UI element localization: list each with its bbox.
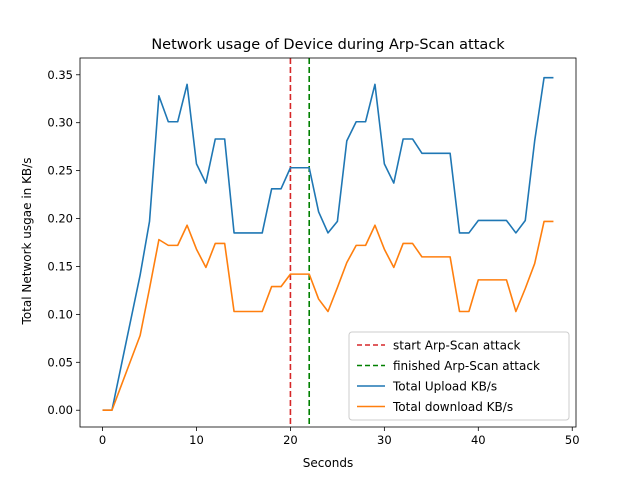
series-line-upload <box>102 76 554 412</box>
legend-label-finished: finished Arp-Scan attack <box>393 359 540 373</box>
x-tick-label-30: 30 <box>377 433 392 447</box>
y-tick-label-3: 0.15 <box>47 259 73 273</box>
y-tick-label-6: 0.30 <box>47 116 73 130</box>
legend-box <box>348 331 570 421</box>
y-tick-label-0: 0.00 <box>47 403 73 417</box>
x-tick-label-10: 10 <box>189 433 204 447</box>
x-tick-label-50: 50 <box>565 433 580 447</box>
axes-frame <box>79 57 577 428</box>
y-axis-label: Total Network usgae in KB/s <box>20 158 34 326</box>
legend-label-start: start Arp-Scan attack <box>393 339 521 353</box>
x-tick-label-20: 20 <box>283 433 298 447</box>
plot-area: 0 10 20 30 40 50 0.00 0.05 0.10 0.15 0.20 0.25 0.30 0… <box>47 57 580 447</box>
legend-label-upload: Total Upload KB/s <box>392 380 497 394</box>
x-tick-label-0: 0 <box>99 433 106 447</box>
y-tick-label-4: 0.20 <box>47 212 73 226</box>
x-axis-label: Seconds <box>303 456 353 470</box>
y-tick-label-5: 0.25 <box>47 164 73 178</box>
y-tick-label-2: 0.10 <box>47 307 73 321</box>
y-tick-label-1: 0.05 <box>47 355 73 369</box>
chart-title: Network usage of Device during Arp-Scan … <box>151 37 505 53</box>
x-tick-label-40: 40 <box>471 433 486 447</box>
series-line-download <box>102 220 554 412</box>
y-tick-label-7: 0.35 <box>47 68 73 82</box>
legend-label-download: Total download KB/s <box>392 400 513 414</box>
legend: start Arp-Scan attack finished Arp-Scan a… <box>348 331 570 421</box>
